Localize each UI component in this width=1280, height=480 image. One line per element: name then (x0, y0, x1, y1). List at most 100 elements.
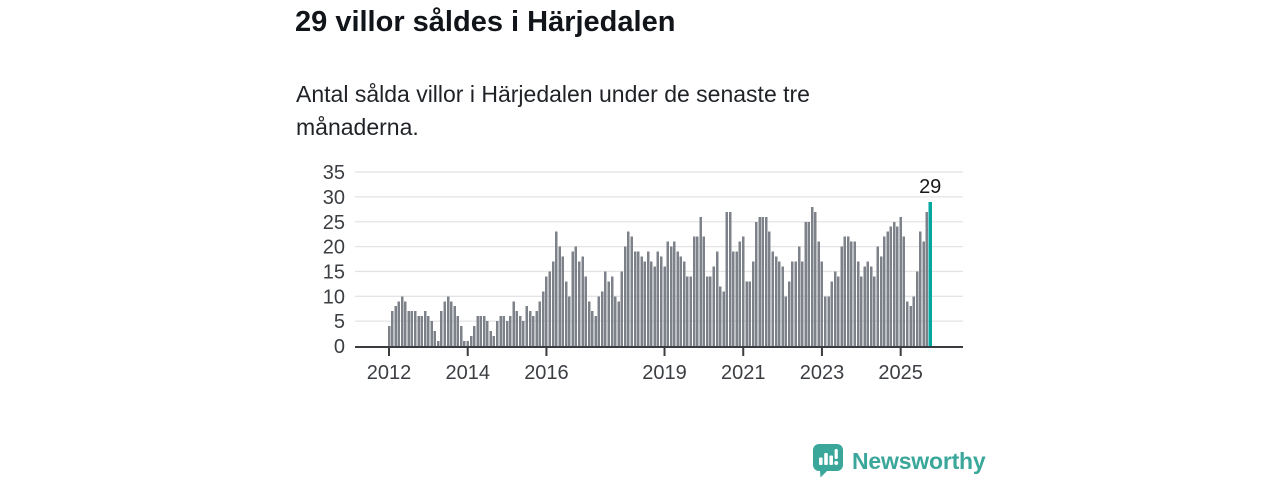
bar (653, 266, 656, 346)
bar (650, 261, 653, 346)
bar (755, 221, 758, 346)
bar (453, 306, 456, 346)
newsworthy-brand-link[interactable]: Newsworthy (813, 444, 986, 478)
bar (702, 236, 706, 346)
bar (873, 276, 876, 346)
bar (512, 301, 515, 346)
brand-name: Newsworthy (852, 447, 986, 474)
x-tick-label-2016: 2016 (524, 362, 569, 384)
bar (620, 271, 624, 346)
page-title: 29 villor såldes i Härjedalen (295, 6, 676, 38)
bar (889, 226, 893, 346)
bar (758, 216, 761, 346)
bar (879, 256, 883, 346)
bar (532, 316, 535, 346)
bar (623, 246, 627, 346)
bar (866, 261, 870, 346)
bar (784, 296, 788, 346)
bar (387, 326, 391, 346)
bar (666, 241, 670, 346)
bar (853, 241, 857, 346)
bar (669, 246, 673, 346)
bar (922, 241, 925, 346)
bar (584, 276, 588, 346)
bar (705, 276, 709, 346)
bar (912, 296, 916, 346)
bar (528, 311, 532, 346)
bar (919, 231, 922, 346)
bar (797, 246, 801, 346)
bar (463, 341, 466, 346)
bar (748, 281, 752, 346)
bar (597, 296, 601, 346)
bar (902, 236, 906, 346)
bar (909, 306, 912, 346)
bar (781, 266, 784, 346)
bar (679, 256, 683, 346)
bar (610, 276, 614, 346)
bar (489, 331, 492, 346)
bar (551, 261, 555, 346)
bar (860, 276, 863, 346)
bar (525, 306, 529, 346)
bar (732, 251, 735, 346)
bar (433, 331, 437, 346)
highlight-bar (928, 201, 933, 346)
bar (594, 316, 597, 346)
bar (925, 211, 929, 346)
bar (417, 316, 420, 346)
bar (555, 231, 558, 346)
bar (728, 211, 732, 346)
bar (627, 231, 630, 346)
bar (814, 211, 817, 346)
bar (450, 301, 453, 346)
bar (404, 301, 407, 346)
bar (892, 221, 896, 346)
bar (817, 241, 820, 346)
bar (699, 216, 702, 346)
bar (656, 251, 660, 346)
bar (473, 326, 476, 346)
bar (407, 311, 410, 346)
bar (804, 221, 807, 346)
x-tick-label-2014: 2014 (445, 362, 490, 384)
bar (456, 316, 460, 346)
bar (663, 266, 666, 346)
bar (535, 311, 538, 346)
x-tick-label-2025: 2025 (878, 362, 923, 384)
bar (751, 261, 755, 346)
bar (869, 266, 873, 346)
bar (768, 231, 771, 346)
bar (725, 211, 729, 346)
bar (791, 261, 794, 346)
bar (587, 301, 591, 346)
bar (640, 256, 643, 346)
bar (581, 256, 584, 346)
highlight-value-label: 29 (919, 176, 941, 198)
bar (400, 296, 404, 346)
bar (430, 321, 433, 346)
bar (499, 316, 502, 346)
bar (600, 291, 604, 346)
bar (427, 316, 430, 346)
y-tick-label-10: 10 (323, 286, 345, 308)
bar (761, 216, 765, 346)
bar (522, 321, 525, 346)
bar (413, 311, 417, 346)
x-tick-label-2019: 2019 (642, 362, 687, 384)
x-tick-label-2012: 2012 (367, 362, 412, 384)
bar (896, 226, 899, 346)
bar (843, 236, 847, 346)
bar (643, 261, 647, 346)
bar (466, 341, 469, 346)
y-tick-label-20: 20 (323, 237, 345, 259)
y-tick-label-30: 30 (323, 187, 345, 209)
bar (564, 281, 568, 346)
bar (459, 326, 463, 346)
bar (436, 341, 440, 346)
bar (482, 316, 486, 346)
bar (561, 256, 565, 346)
bar (502, 316, 506, 346)
